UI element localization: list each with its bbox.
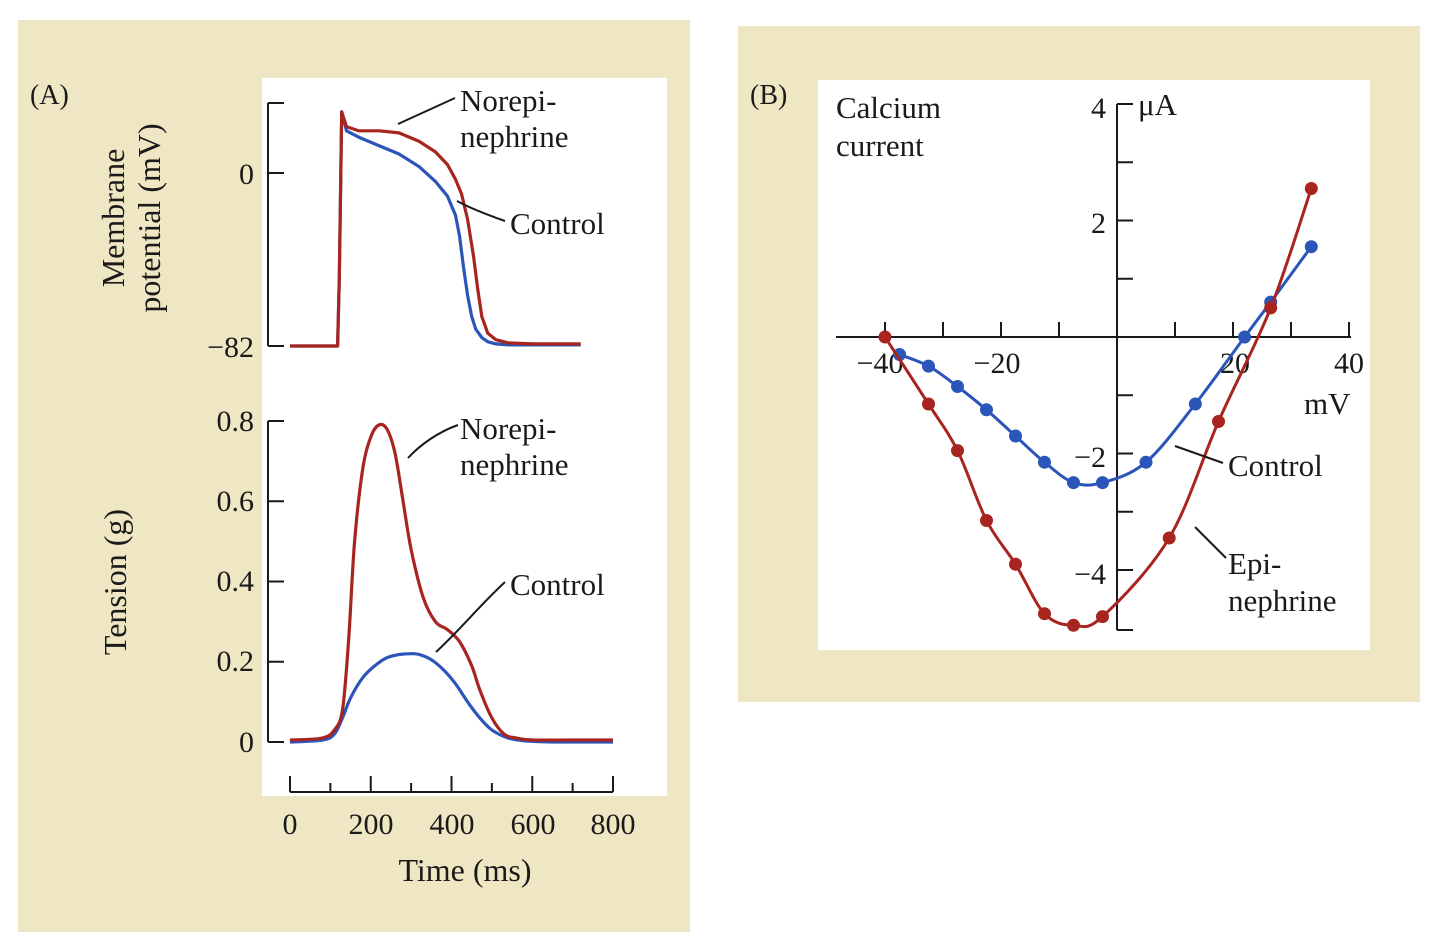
calcium-point-control <box>1096 476 1109 490</box>
tension-line-norepinephrine <box>289 422 613 742</box>
calcium-point-control <box>893 348 906 361</box>
panel-b-plot-area <box>818 80 1370 650</box>
tension-ytick-label-0.8: 0.8 <box>217 405 255 438</box>
time-xlabel: Time (ms) <box>398 852 531 888</box>
tension-ylabel: Tension (g) <box>97 509 133 655</box>
calcium-point-epinephrine <box>922 397 935 411</box>
calcium-point-control <box>1067 476 1080 490</box>
membrane-potential-chart: Membrane potential (mV) 0 −82 Norepi- ne… <box>95 83 605 364</box>
panel-b-label: (B) <box>750 80 787 111</box>
control-top-leader-line <box>456 200 506 222</box>
calcium-point-control <box>1188 397 1202 411</box>
calcium-ytick-label-4: 4 <box>1091 92 1106 125</box>
calcium-point-control <box>922 359 935 373</box>
control-b-label: Control <box>1228 448 1323 483</box>
calcium-current-chart: Calcium current μA 4 2 −2 −4 −40 −20 20 … <box>836 87 1364 632</box>
calcium-point-epinephrine <box>1067 618 1080 632</box>
calcium-ytick-label-neg4: −4 <box>1074 558 1106 591</box>
time-xtick-label-800: 800 <box>591 808 636 841</box>
calcium-point-control <box>1139 455 1153 469</box>
calcium-point-control <box>1238 330 1252 344</box>
calcium-xtick-label-40: 40 <box>1334 347 1364 380</box>
calcium-point-epinephrine <box>980 514 993 527</box>
time-xtick-label-0: 0 <box>283 808 298 841</box>
epinephrine-b-leader-line <box>1194 526 1227 559</box>
control-b-leader-line <box>1174 445 1224 464</box>
calcium-point-control <box>980 403 993 417</box>
norepinephrine-bottom-label-line-2: nephrine <box>460 447 568 482</box>
calcium-point-epinephrine <box>878 330 892 344</box>
calcium-point-epinephrine <box>1009 557 1022 571</box>
control-bottom-leader-line <box>435 581 506 653</box>
calcium-point-epinephrine <box>1096 610 1109 624</box>
calcium-point-control <box>951 380 964 393</box>
calcium-point-control <box>1304 240 1318 254</box>
panel-a-label: (A) <box>30 80 69 111</box>
calcium-xtick-label-neg20: −20 <box>974 347 1021 380</box>
epinephrine-b-label-line-2: nephrine <box>1228 583 1336 618</box>
control-bottom-label: Control <box>510 567 605 602</box>
tension-chart: Tension (g) 0 0.2 0.4 0.6 0.8 0 200 400 … <box>97 405 636 888</box>
membrane-ytick-label-0: 0 <box>239 158 254 191</box>
time-xtick-label-600: 600 <box>511 808 556 841</box>
norepinephrine-bottom-leader-line <box>407 424 459 459</box>
tension-line-control <box>289 652 614 744</box>
calcium-point-control <box>1009 429 1022 443</box>
calcium-ytick-label-neg2: −2 <box>1074 441 1106 474</box>
calcium-point-epinephrine <box>1038 607 1051 621</box>
calcium-point-epinephrine <box>1304 182 1318 195</box>
calcium-point-epinephrine <box>951 444 964 458</box>
norepinephrine-top-leader-line <box>397 97 456 125</box>
norepinephrine-top-label-line-1: Norepi- <box>460 83 556 118</box>
tension-ytick-label-0.2: 0.2 <box>217 645 255 678</box>
calcium-point-control <box>1038 455 1051 469</box>
calcium-ylabel: μA <box>1138 87 1178 122</box>
calcium-point-epinephrine <box>1264 301 1278 315</box>
calcium-ytick-label-2: 2 <box>1091 207 1106 240</box>
norepinephrine-bottom-label-line-1: Norepi- <box>460 411 556 446</box>
calcium-title-line-2: current <box>836 128 924 163</box>
membrane-ytick-label-neg82: −82 <box>207 331 254 364</box>
calcium-point-epinephrine <box>1212 415 1225 428</box>
tension-ytick-label-0: 0 <box>239 726 254 759</box>
membrane-ylabel-line-2: potential (mV) <box>131 123 167 312</box>
tension-ytick-label-0.6: 0.6 <box>217 485 255 518</box>
tension-ytick-label-0.4: 0.4 <box>217 565 255 598</box>
membrane-line-norepinephrine <box>290 110 581 348</box>
membrane-ylabel-line-1: Membrane <box>95 149 131 288</box>
epinephrine-b-label-line-1: Epi- <box>1228 546 1281 581</box>
time-xtick-label-400: 400 <box>430 808 475 841</box>
calcium-point-epinephrine <box>1162 531 1176 545</box>
time-xtick-label-200: 200 <box>349 808 394 841</box>
control-top-label: Control <box>510 206 605 241</box>
calcium-title-line-1: Calcium <box>836 90 941 125</box>
calcium-xlabel: mV <box>1304 386 1351 421</box>
norepinephrine-top-label-line-2: nephrine <box>460 119 568 154</box>
panel-a-plot-area <box>262 78 667 796</box>
